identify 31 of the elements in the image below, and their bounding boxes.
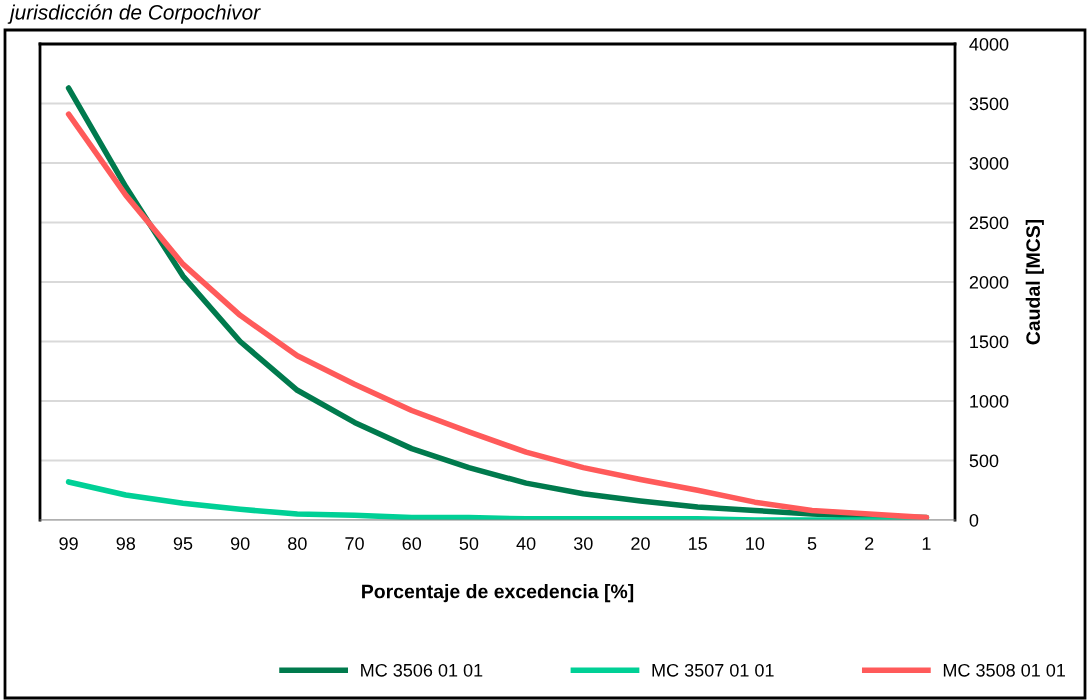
y-tick-label: 4000 [969, 37, 1009, 51]
x-tick-label: 15 [688, 537, 707, 550]
x-tick-label: 80 [288, 537, 307, 550]
x-tick-label: 30 [573, 537, 593, 550]
y-tick-label: 3000 [969, 156, 1009, 170]
legend-label: MC 3507 01 01 [652, 663, 774, 677]
y-axis-title: Caudal [MCS] [1025, 219, 1044, 345]
x-tick-label: 95 [173, 537, 193, 550]
x-tick-label: 20 [631, 537, 650, 550]
x-tick-label: 70 [345, 537, 364, 550]
x-axis-title: Porcentaje de excedencia [%] [362, 584, 634, 603]
x-tick-label: 60 [402, 537, 422, 550]
y-tick-label: 2000 [969, 275, 1009, 289]
y-tick-label: 1000 [970, 394, 1009, 408]
x-tick-label: 5 [807, 537, 817, 550]
y-tick-label: 2500 [969, 216, 1009, 230]
y-tick-label: 1500 [970, 335, 1009, 349]
x-tick-label: 40 [516, 537, 536, 550]
legend-label: MC 3506 01 01 [361, 663, 483, 677]
x-tick-label: 90 [230, 537, 250, 550]
x-tick-label: 1 [922, 537, 931, 550]
x-tick-label: 2 [865, 537, 874, 550]
x-tick-label: 99 [59, 537, 78, 550]
y-tick-label: 500 [969, 454, 999, 468]
x-tick-label: 50 [459, 537, 479, 550]
y-tick-label: 0 [969, 513, 979, 527]
legend-label: MC 3508 01 01 [943, 663, 1065, 677]
x-tick-label: 98 [116, 537, 136, 550]
text: jurisdicción de Corpochivor [7, 4, 261, 24]
y-tick-label: 3500 [969, 97, 1009, 111]
x-tick-label: 10 [746, 537, 765, 550]
